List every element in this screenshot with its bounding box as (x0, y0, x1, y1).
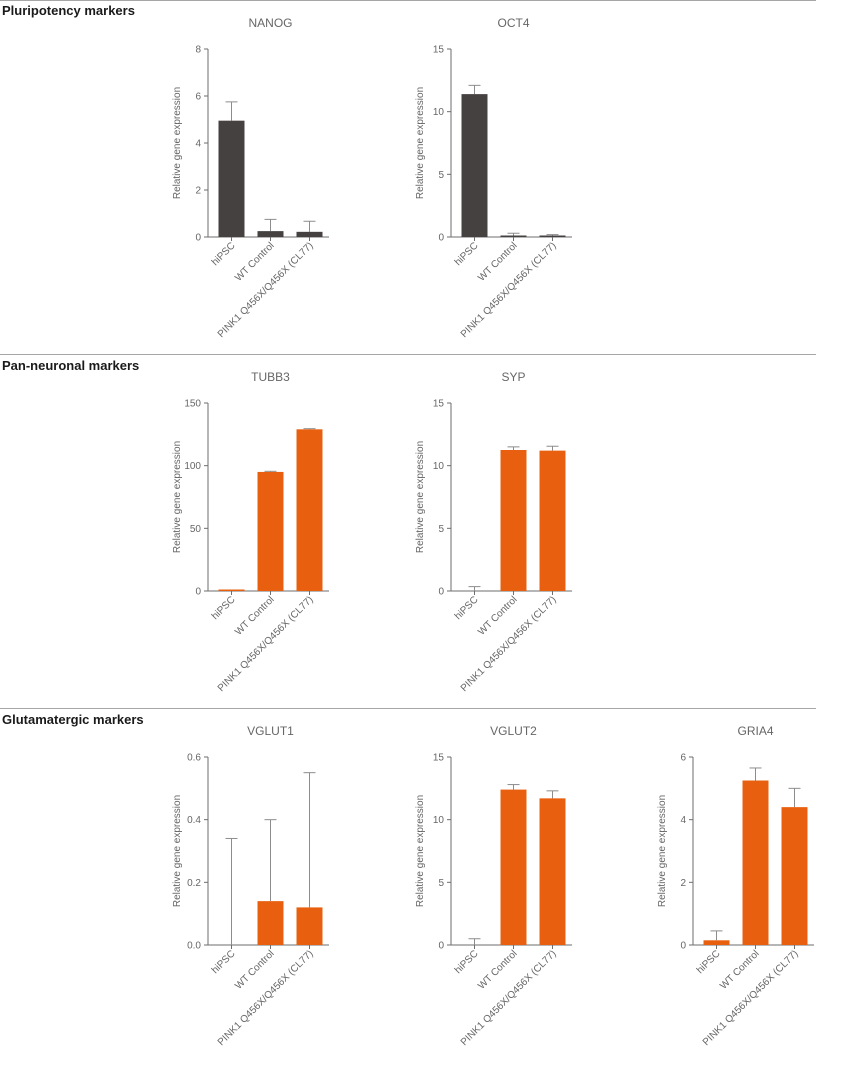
y-tick-label: 15 (433, 45, 445, 56)
y-tick-label: 15 (433, 399, 445, 410)
y-tick-label: 0.6 (187, 753, 201, 764)
y-tick-label: 0 (438, 233, 444, 244)
vglut2-chart: VGLUT2 Relative gene expression 0 5 10 15 hiPS… (415, 724, 572, 1048)
y-tick-label: 4 (195, 139, 201, 150)
bar (257, 471, 284, 591)
y-axis-label: Relative gene expression (415, 441, 426, 553)
bar (257, 231, 284, 237)
bar (461, 94, 488, 238)
section-title-pan-neuronal: Pan-neuronal markers (2, 358, 140, 373)
bar (257, 901, 284, 945)
chart-title: VGLUT1 (247, 724, 294, 738)
section-title-glutamatergic: Glutamatergic markers (2, 712, 144, 727)
x-tick-label: hiPSC (695, 948, 723, 976)
y-tick-label: 4 (680, 815, 686, 826)
bar (296, 907, 323, 945)
tubb3-chart: TUBB3 Relative gene expression 0 50 100 150 hi… (172, 370, 329, 694)
y-tick-label: 150 (184, 399, 201, 410)
y-tick-label: 0 (195, 587, 201, 598)
y-tick-label: 5 (438, 524, 444, 535)
bar (539, 450, 566, 591)
bar (296, 429, 323, 591)
y-axis-label: Relative gene expression (415, 795, 426, 907)
y-tick-label: 0.0 (187, 941, 201, 952)
bar (742, 780, 769, 945)
chart-title: GRIA4 (737, 724, 773, 738)
bar (500, 235, 527, 237)
vglut1-chart: VGLUT1 Relative gene expression 0.0 0.2 0.4 0… (172, 724, 329, 1048)
bar (703, 940, 730, 945)
y-tick-label: 100 (184, 461, 201, 472)
x-tick-label: hiPSC (453, 594, 481, 622)
section-title-pluripotency: Pluripotency markers (2, 3, 135, 18)
x-tick-label: hiPSC (453, 948, 481, 976)
bar (218, 120, 245, 237)
chart-title: VGLUT2 (490, 724, 537, 738)
y-tick-label: 10 (433, 461, 445, 472)
y-tick-label: 50 (190, 524, 202, 535)
y-tick-label: 0 (438, 941, 444, 952)
y-tick-label: 2 (195, 186, 201, 197)
y-axis-label: Relative gene expression (172, 795, 183, 907)
y-tick-label: 8 (195, 45, 201, 56)
y-tick-label: 15 (433, 753, 445, 764)
bar (539, 235, 566, 237)
bar (539, 798, 566, 945)
y-tick-label: 5 (438, 170, 444, 181)
y-tick-label: 5 (438, 878, 444, 889)
bar (500, 789, 527, 945)
y-tick-label: 0 (680, 941, 686, 952)
y-axis-label: Relative gene expression (172, 441, 183, 553)
y-tick-label: 0.4 (187, 815, 201, 826)
x-tick-label: hiPSC (210, 948, 238, 976)
section-divider (0, 708, 816, 709)
y-axis-label: Relative gene expression (657, 795, 668, 907)
y-tick-label: 10 (433, 107, 445, 118)
chart-title: TUBB3 (251, 370, 290, 384)
bar (781, 807, 808, 945)
chart-title: SYP (501, 370, 525, 384)
bar (218, 589, 245, 591)
bar (296, 231, 323, 237)
x-tick-label: hiPSC (210, 594, 238, 622)
x-tick-label: hiPSC (453, 240, 481, 268)
chart-title: OCT4 (497, 16, 529, 30)
y-tick-label: 6 (195, 92, 201, 103)
x-tick-label: hiPSC (210, 240, 238, 268)
y-tick-label: 0 (195, 233, 201, 244)
y-tick-label: 0.2 (187, 878, 201, 889)
bar (500, 450, 527, 591)
y-axis-label: Relative gene expression (415, 87, 426, 199)
y-tick-label: 10 (433, 815, 445, 826)
section-divider (0, 0, 816, 1)
y-axis-label: Relative gene expression (172, 87, 183, 199)
section-divider (0, 354, 816, 355)
y-tick-label: 0 (438, 587, 444, 598)
y-tick-label: 6 (680, 753, 686, 764)
chart-title: NANOG (248, 16, 292, 30)
y-tick-label: 2 (680, 878, 686, 889)
